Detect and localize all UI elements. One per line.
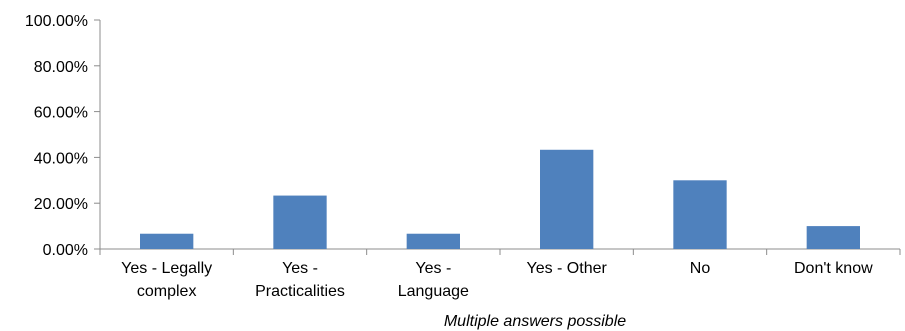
bar: [140, 233, 194, 249]
x-tick-label: Yes -: [415, 260, 451, 277]
y-tick-label: 80.00%: [34, 59, 88, 76]
bar: [806, 226, 860, 249]
y-axis: 0.00% 20.00% 40.00% 60.00% 80.00% 100.00%: [25, 13, 101, 259]
bars: [140, 149, 860, 249]
y-tick-label: 100.00%: [25, 13, 88, 30]
x-tick-label: Practicalities: [255, 283, 345, 300]
x-tick-label: Language: [398, 283, 469, 300]
y-tick-label: 0.00%: [43, 242, 88, 259]
y-tick-label: 60.00%: [34, 105, 88, 122]
bar: [273, 195, 327, 249]
bar: [406, 233, 460, 249]
category-labels: Yes - Legally complex Yes - Practicalities Y…: [121, 260, 873, 300]
y-tick-label: 20.00%: [34, 196, 88, 213]
x-tick-label: complex: [137, 283, 197, 300]
x-axis: [99, 248, 901, 255]
x-tick-label: Yes - Legally: [121, 260, 212, 277]
chart-note: Multiple answers possible: [444, 313, 626, 330]
bar: [540, 149, 594, 249]
y-tick-label: 40.00%: [34, 150, 88, 167]
x-tick-label: Yes - Other: [526, 260, 607, 277]
x-tick-label: Yes -: [282, 260, 318, 277]
x-tick-label: Don't know: [794, 260, 873, 277]
x-tick-label: No: [690, 260, 711, 277]
bar: [673, 180, 727, 249]
